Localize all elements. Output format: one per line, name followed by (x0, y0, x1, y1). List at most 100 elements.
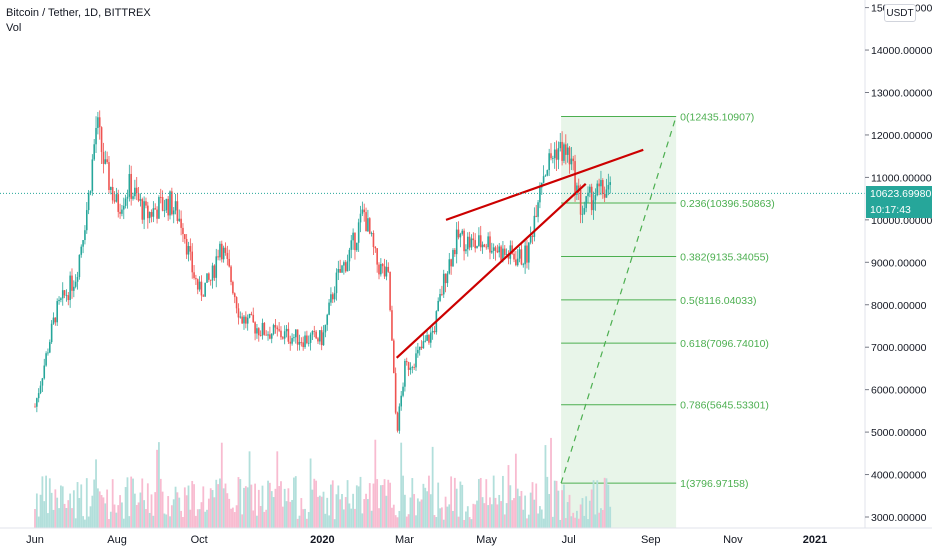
x-tick-label: Sep (641, 534, 661, 546)
candle-body (195, 278, 197, 280)
volume-bar (448, 504, 451, 528)
volume-bar (514, 453, 517, 528)
candle-body (232, 281, 234, 294)
volume-bar (270, 491, 273, 528)
candle-body (491, 250, 493, 253)
candle-body (448, 259, 451, 274)
volume-bar (435, 517, 438, 528)
volume-indicator-label[interactable]: Vol (6, 22, 22, 34)
volume-bar (513, 498, 515, 528)
volume-bar (165, 514, 168, 528)
x-tick-label: Jun (26, 534, 44, 546)
trend-line[interactable] (395, 182, 587, 359)
candle-body (102, 152, 105, 164)
candle-body (106, 159, 108, 163)
candle-body (95, 127, 97, 145)
volume-bar (113, 504, 116, 528)
candle-body (130, 173, 132, 199)
volume-bar (470, 519, 473, 528)
candle-body (285, 328, 288, 332)
candle-body (528, 242, 530, 263)
volume-bar (354, 508, 356, 528)
candle-body (565, 144, 567, 155)
volume-bar (581, 498, 584, 528)
candle-body (257, 328, 260, 336)
volume-bar (169, 516, 171, 528)
fib-trend-diagonal[interactable] (560, 116, 677, 484)
volume-bar (219, 478, 221, 528)
candle-body (126, 196, 129, 199)
candle-body (583, 208, 586, 214)
volume-bar (381, 485, 384, 528)
candle-body (226, 252, 229, 259)
volume-bar (76, 482, 79, 528)
volume-bar (415, 515, 417, 528)
candle-body (474, 240, 476, 249)
volume-bar (159, 478, 162, 528)
x-tick-label: Aug (107, 534, 127, 546)
volume-bars (34, 437, 612, 528)
candle-body (539, 187, 541, 203)
candle-body (600, 180, 602, 187)
volume-bar (405, 516, 408, 528)
candle-body (220, 243, 223, 260)
volume-bar (65, 507, 68, 528)
last-price-tag: 10623.69980 (866, 186, 932, 202)
candle-body (368, 218, 371, 234)
candle-body (376, 248, 378, 265)
volume-bar (489, 497, 491, 528)
candle-body (363, 209, 366, 213)
fib-level-label: 0.618(7096.74010) (680, 338, 769, 350)
fib-retracement: 0(12435.10907) 0.236(10396.50863) 0.382(91… (560, 111, 775, 529)
volume-bar (344, 497, 347, 528)
candle-body (156, 209, 158, 219)
volume-bar (243, 487, 245, 528)
volume-bar (278, 486, 281, 528)
volume-bar (228, 498, 231, 528)
volume-bar (156, 449, 158, 528)
time-axis[interactable]: Jun Aug Oct 2020 Mar May Jul Sep Nov 2021 (26, 534, 827, 546)
volume-bar (592, 480, 595, 528)
volume-bar (261, 485, 264, 528)
volume-bar (322, 491, 325, 528)
volume-bar (459, 481, 462, 528)
volume-bar (293, 477, 295, 528)
candle-body (535, 215, 538, 217)
candle-body (193, 272, 195, 279)
volume-bar (226, 493, 229, 528)
candle-body (459, 233, 462, 238)
volume-bar (121, 502, 123, 528)
y-tick-label: 13000.00000 (871, 88, 932, 100)
volume-bar (507, 465, 510, 528)
volume-bar (402, 475, 404, 528)
currency-badge[interactable]: USDT (884, 4, 916, 22)
volume-bar (335, 494, 338, 528)
volume-bar (400, 442, 403, 528)
candle-body (607, 184, 610, 190)
candle-body (58, 299, 60, 302)
volume-bar (252, 510, 255, 528)
candle-body (343, 262, 345, 266)
candle-body (596, 183, 599, 196)
trend-line[interactable] (445, 148, 644, 221)
candle-body (270, 333, 273, 339)
candle-body (511, 245, 513, 254)
candle-body (98, 117, 101, 128)
volume-bar (256, 515, 258, 528)
volume-bar (96, 488, 99, 528)
y-tick-label: 4000.00000 (871, 470, 927, 482)
candle-body (357, 222, 360, 243)
candle-body (169, 191, 171, 216)
candle-body (87, 192, 90, 211)
volume-bar (239, 479, 242, 528)
price-axis[interactable]: 3000.00000 4000.00000 5000.00000 6000.00000… (865, 3, 932, 524)
candle-body (344, 262, 347, 272)
volume-bar (244, 486, 247, 528)
volume-bar (43, 501, 46, 528)
candle-body (71, 275, 73, 291)
volume-bar (444, 496, 447, 528)
volume-bar (265, 509, 268, 528)
candle-body (243, 316, 245, 324)
volume-bar (122, 518, 125, 528)
